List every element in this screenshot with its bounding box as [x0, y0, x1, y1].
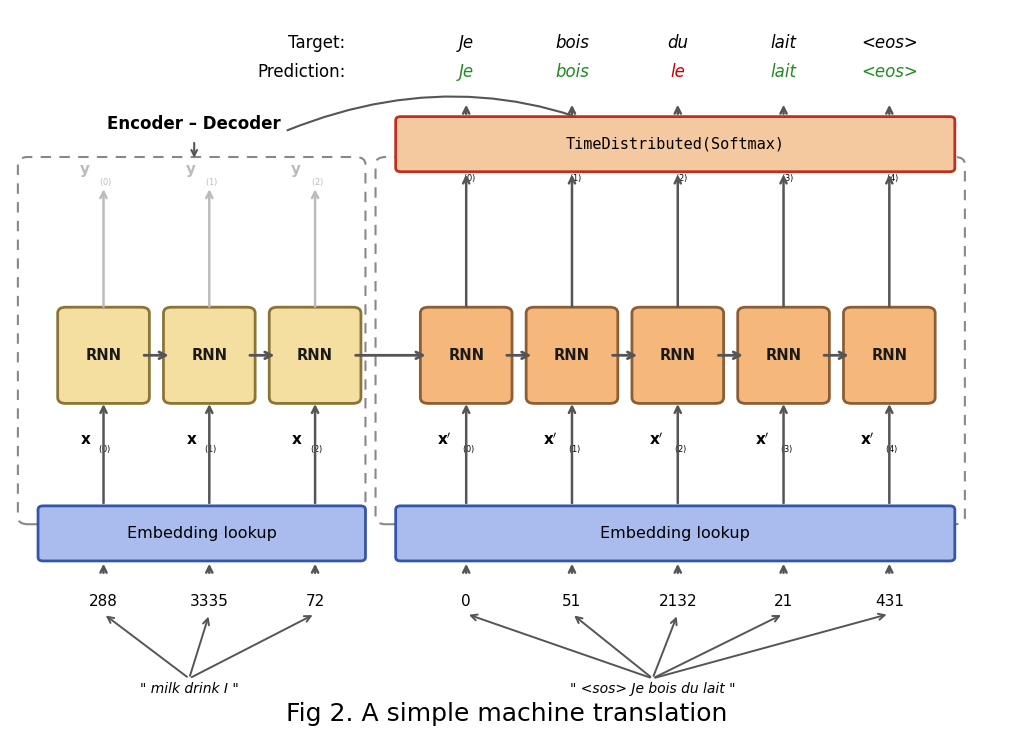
Text: le: le: [671, 63, 685, 81]
Text: $_{(3)}$: $_{(3)}$: [780, 443, 792, 456]
Text: " milk drink I ": " milk drink I ": [140, 682, 238, 696]
Text: Je: Je: [459, 34, 474, 53]
Text: $\mathbf{x}'$: $\mathbf{x}'$: [649, 431, 664, 448]
Text: $_{(1)}$: $_{(1)}$: [205, 443, 218, 456]
FancyBboxPatch shape: [58, 307, 149, 403]
Text: Embedding lookup: Embedding lookup: [127, 526, 277, 541]
Text: du: du: [668, 34, 688, 53]
Text: $_{(1)}$: $_{(1)}$: [206, 175, 219, 189]
Text: $_{(1)}$: $_{(1)}$: [569, 172, 582, 185]
Text: lait: lait: [771, 63, 796, 81]
FancyBboxPatch shape: [396, 506, 955, 561]
Text: $\mathbf{x}$: $\mathbf{x}$: [80, 432, 91, 447]
Text: RNN: RNN: [766, 348, 801, 363]
Text: RNN: RNN: [297, 348, 333, 363]
Text: $_{(0)}$: $_{(0)}$: [462, 443, 475, 456]
Text: Prediction:: Prediction:: [257, 63, 345, 81]
FancyBboxPatch shape: [737, 307, 830, 403]
FancyBboxPatch shape: [396, 117, 955, 172]
Text: TimeDistributed(Softmax): TimeDistributed(Softmax): [565, 137, 785, 152]
Text: Fig 2. A simple machine translation: Fig 2. A simple machine translation: [286, 702, 727, 726]
Text: $\mathbf{y}$: $\mathbf{y}$: [291, 163, 302, 179]
Text: $_{(2)}$: $_{(2)}$: [310, 443, 323, 456]
Text: $\mathbf{y}'$: $\mathbf{y}'$: [438, 156, 452, 175]
Text: RNN: RNN: [659, 348, 696, 363]
Text: 72: 72: [306, 594, 325, 609]
Text: RNN: RNN: [871, 348, 908, 363]
Text: $\mathbf{y}'$: $\mathbf{y}'$: [543, 156, 558, 175]
Text: $\mathbf{x}'$: $\mathbf{x}'$: [543, 431, 558, 448]
FancyBboxPatch shape: [632, 307, 723, 403]
Text: Encoder – Decoder: Encoder – Decoder: [107, 115, 281, 133]
Text: $_{(2)}$: $_{(2)}$: [674, 443, 687, 456]
Text: $_{(0)}$: $_{(0)}$: [98, 443, 111, 456]
Text: 0: 0: [461, 594, 471, 609]
Text: 288: 288: [89, 594, 118, 609]
Text: $\mathbf{y}'$: $\mathbf{y}'$: [860, 156, 875, 175]
FancyBboxPatch shape: [163, 307, 255, 403]
FancyBboxPatch shape: [269, 307, 361, 403]
Text: RNN: RNN: [85, 348, 122, 363]
Text: Target:: Target:: [288, 34, 345, 53]
Text: 21: 21: [774, 594, 793, 609]
Text: 431: 431: [875, 594, 904, 609]
FancyBboxPatch shape: [526, 307, 618, 403]
Text: $_{(0)}$: $_{(0)}$: [99, 175, 112, 189]
Text: 3335: 3335: [189, 594, 229, 609]
Text: $_{(0)}$: $_{(0)}$: [463, 172, 476, 185]
Text: $\mathbf{y}'$: $\mathbf{y}'$: [648, 156, 664, 175]
Text: $_{(2)}$: $_{(2)}$: [311, 175, 324, 189]
Text: 2132: 2132: [658, 594, 697, 609]
Text: RNN: RNN: [554, 348, 590, 363]
Text: $\mathbf{x}'$: $\mathbf{x}'$: [860, 431, 875, 448]
Text: $_{(2)}$: $_{(2)}$: [675, 172, 688, 185]
Text: bois: bois: [555, 34, 589, 53]
Text: $_{(3)}$: $_{(3)}$: [781, 172, 793, 185]
Text: lait: lait: [771, 34, 796, 53]
Text: Je: Je: [459, 63, 474, 81]
Text: $\mathbf{x}'$: $\mathbf{x}'$: [438, 431, 452, 448]
Text: $\mathbf{y}$: $\mathbf{y}$: [184, 163, 197, 179]
FancyBboxPatch shape: [844, 307, 935, 403]
Text: RNN: RNN: [191, 348, 227, 363]
Text: $\mathbf{x}$: $\mathbf{x}$: [185, 432, 198, 447]
FancyBboxPatch shape: [38, 506, 366, 561]
Text: $_{(1)}$: $_{(1)}$: [568, 443, 581, 456]
Text: RNN: RNN: [448, 348, 484, 363]
Text: Embedding lookup: Embedding lookup: [601, 526, 751, 541]
Text: " <sos> Je bois du lait ": " <sos> Je bois du lait ": [570, 682, 735, 696]
Text: $\mathbf{x}$: $\mathbf{x}$: [292, 432, 303, 447]
Text: <eos>: <eos>: [861, 63, 918, 81]
Text: $\mathbf{y}$: $\mathbf{y}$: [79, 163, 90, 179]
Text: bois: bois: [555, 63, 589, 81]
Text: $_{(4)}$: $_{(4)}$: [886, 172, 900, 185]
Text: $_{(4)}$: $_{(4)}$: [885, 443, 899, 456]
Text: $\mathbf{y}'$: $\mathbf{y}'$: [755, 156, 770, 175]
FancyBboxPatch shape: [420, 307, 512, 403]
Text: <eos>: <eos>: [861, 34, 918, 53]
Text: 51: 51: [562, 594, 581, 609]
Text: $\mathbf{x}'$: $\mathbf{x}'$: [755, 431, 770, 448]
